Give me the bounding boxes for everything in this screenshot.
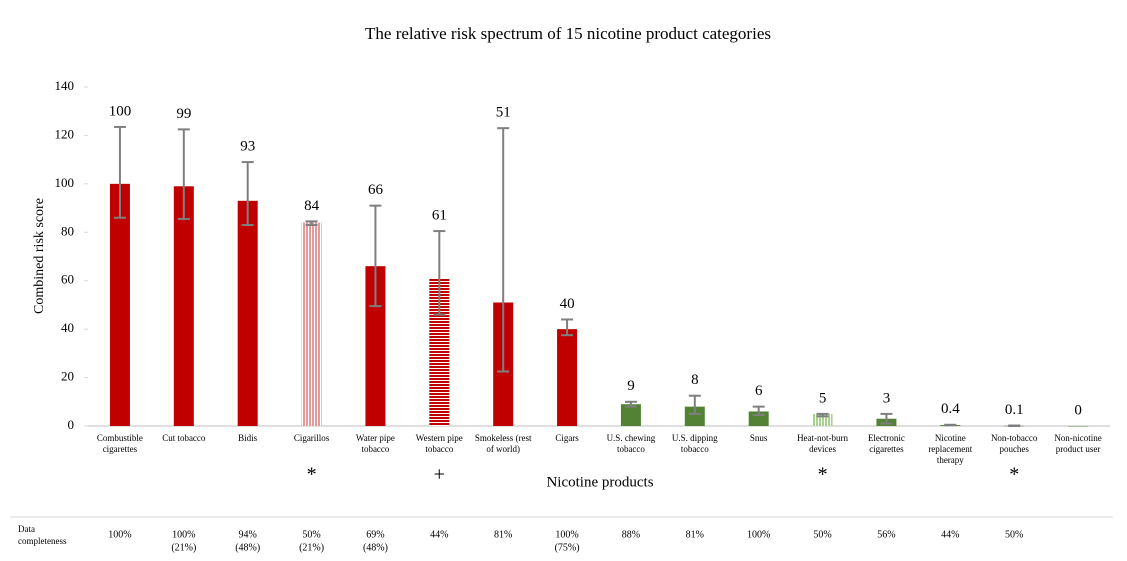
bar xyxy=(1068,426,1089,427)
x-tick-label: Western pipe tobacco xyxy=(416,433,463,454)
y-tick-label: 20 xyxy=(61,369,74,384)
y-tick-label: 100 xyxy=(55,175,75,190)
completeness-value: 100% xyxy=(555,529,578,540)
value-label: 3 xyxy=(883,390,891,406)
y-axis-label: Combined risk score xyxy=(32,198,47,314)
completeness-value: 56% xyxy=(877,529,895,540)
y-tick-label: 40 xyxy=(61,320,74,335)
value-label: 93 xyxy=(240,139,255,155)
x-tick-label: U.S. chewing tobacco xyxy=(607,433,656,454)
bar xyxy=(557,329,578,426)
value-label: 0 xyxy=(1074,402,1082,418)
completeness-label: Data completeness xyxy=(18,524,67,546)
completeness-value: 100% xyxy=(108,529,131,540)
marker-note: + xyxy=(434,464,445,486)
completeness-value: 100% xyxy=(747,529,770,540)
x-tick-label: Cut tobacco xyxy=(162,433,206,443)
y-tick-label: 60 xyxy=(61,272,74,287)
completeness-value: 100% xyxy=(172,529,195,540)
bar xyxy=(301,222,322,426)
completeness-value: 94% xyxy=(239,529,257,540)
value-label: 99 xyxy=(176,106,191,122)
completeness-value: 69% xyxy=(366,529,384,540)
y-tick-label: 80 xyxy=(61,223,74,238)
value-label: 40 xyxy=(560,296,575,312)
y-tick-label: 0 xyxy=(68,417,75,432)
completeness-value: (48%) xyxy=(235,542,260,553)
bar xyxy=(109,183,130,426)
chart-title: The relative risk spectrum of 15 nicotin… xyxy=(365,24,771,43)
x-tick-label: Nicotine replacement therapy xyxy=(928,433,972,465)
completeness-value: (21%) xyxy=(171,542,196,553)
x-tick-label: Snus xyxy=(750,433,768,443)
x-tick-label: Electronic cigarettes xyxy=(868,433,905,454)
x-tick-label: Smokeless (rest of world) xyxy=(475,433,532,454)
value-label: 5 xyxy=(819,390,827,406)
marker-note: * xyxy=(1009,464,1019,486)
value-label: 9 xyxy=(627,378,635,394)
value-label: 66 xyxy=(368,182,384,198)
completeness-value: 44% xyxy=(430,529,448,540)
completeness-value: 81% xyxy=(686,529,704,540)
completeness-value: (48%) xyxy=(363,542,388,553)
y-tick-label: 140 xyxy=(55,78,75,93)
value-label: 8 xyxy=(691,372,699,388)
completeness-value: 50% xyxy=(1005,529,1023,540)
completeness-value: 88% xyxy=(622,529,640,540)
value-label: 0.4 xyxy=(941,401,960,417)
x-tick-label: Non-nicotine product user xyxy=(1054,433,1102,454)
x-tick-label: U.S. dipping tobacco xyxy=(672,433,718,454)
value-label: 84 xyxy=(304,198,320,214)
marker-note: * xyxy=(307,464,317,486)
x-tick-label: Non-tobacco pouches xyxy=(991,433,1038,454)
completeness-value: 81% xyxy=(494,529,512,540)
bar xyxy=(684,406,705,426)
x-tick-label: Cigars xyxy=(555,433,579,443)
x-tick-label: Combustible cigarettes xyxy=(97,433,143,454)
x-tick-label: Heat-not-burn devices xyxy=(797,433,848,454)
value-label: 6 xyxy=(755,383,763,399)
x-axis-label: Nicotine products xyxy=(546,474,653,490)
value-label: 100 xyxy=(109,103,132,119)
x-tick-label: Water pipe tobacco xyxy=(356,433,395,454)
value-label: 51 xyxy=(496,105,511,121)
bar xyxy=(173,186,194,426)
completeness-value: (75%) xyxy=(555,542,580,553)
x-tick-label: Cigarillos xyxy=(294,433,330,443)
bar xyxy=(620,404,641,426)
completeness-value: 50% xyxy=(813,529,831,540)
bar xyxy=(237,200,258,426)
marker-note: * xyxy=(818,464,828,486)
completeness-value: 50% xyxy=(302,529,320,540)
value-label: 61 xyxy=(432,208,447,224)
completeness-value: 44% xyxy=(941,529,959,540)
x-tick-label: Bidis xyxy=(238,433,258,443)
y-tick-label: 120 xyxy=(55,126,75,141)
value-label: 0.1 xyxy=(1005,402,1024,418)
completeness-value: (21%) xyxy=(299,542,324,553)
